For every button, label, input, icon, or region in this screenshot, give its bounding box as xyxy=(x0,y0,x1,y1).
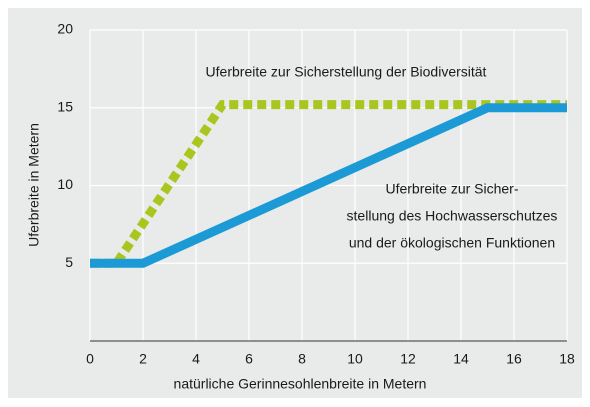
series-label: und der ökologischen Funktionen xyxy=(349,235,555,251)
x-tick-label: 10 xyxy=(347,351,363,367)
x-tick-label: 12 xyxy=(400,351,416,367)
series-label: Uferbreite zur Sicher- xyxy=(385,181,518,197)
x-tick-label: 16 xyxy=(506,351,522,367)
x-tick-label: 14 xyxy=(453,351,469,367)
x-tick-label: 18 xyxy=(559,351,575,367)
y-axis-label: Uferbreite in Metern xyxy=(26,123,42,247)
y-tick-label: 5 xyxy=(65,254,73,270)
y-tick-label: 15 xyxy=(57,98,73,114)
background xyxy=(8,8,582,398)
x-tick-label: 0 xyxy=(86,351,94,367)
x-tick-label: 4 xyxy=(192,351,200,367)
x-tick-label: 6 xyxy=(245,351,253,367)
series-line xyxy=(90,103,567,268)
y-tick-label: 10 xyxy=(57,176,73,192)
x-axis-label: natürliche Gerinnesohlenbreite in Metern xyxy=(174,376,427,392)
series-label: stellung des Hochwasserschutzes xyxy=(347,208,558,224)
x-tick-label: 2 xyxy=(139,351,147,367)
y-tick-label: 20 xyxy=(57,21,73,37)
series-label: Uferbreite zur Sicherstellung der Biodiv… xyxy=(206,64,487,80)
x-tick-label: 8 xyxy=(298,351,306,367)
